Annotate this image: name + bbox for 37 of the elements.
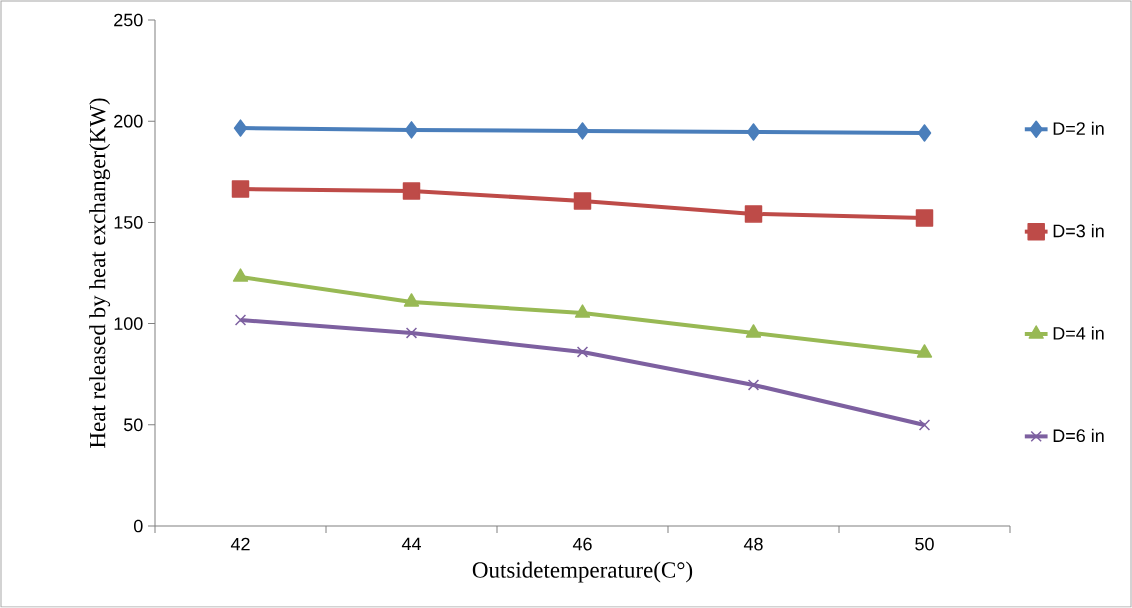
y-tick-label: 150 (114, 216, 143, 229)
x-tick-label: 42 (230, 537, 250, 551)
point (915, 209, 934, 227)
legend-label: D=2 in (1053, 121, 1104, 135)
point (232, 268, 249, 282)
point (573, 192, 592, 210)
point (746, 123, 761, 141)
y-tick-label: 250 (114, 13, 143, 27)
x-tick-label: 44 (401, 537, 421, 551)
y-tick-label: 0 (133, 519, 143, 533)
point (233, 119, 248, 137)
point (403, 293, 420, 307)
point (404, 121, 419, 139)
point (231, 180, 250, 198)
y-axis-title: Heat released by heat exchanger(KW) (89, 98, 111, 448)
y-tick-label: 100 (114, 317, 143, 330)
legend-label: D=6 in (1053, 428, 1104, 443)
point (916, 344, 933, 358)
point (918, 419, 931, 431)
y-tick-label: 200 (114, 114, 143, 128)
point (575, 122, 590, 140)
point (745, 324, 762, 338)
x-tick-label: 46 (572, 537, 592, 551)
point (234, 314, 247, 326)
legend-label: D=3 in (1053, 224, 1104, 238)
x-tick-label: 48 (743, 537, 763, 551)
point (747, 379, 760, 391)
point (574, 304, 591, 318)
point (576, 346, 589, 358)
point (405, 327, 418, 339)
x-axis-title: Outsidetemperature(C°) (472, 561, 693, 583)
point (917, 124, 932, 142)
legend-label: D=4 in (1053, 326, 1104, 340)
point (402, 182, 421, 200)
point (744, 205, 763, 223)
x-tick-label: 50 (915, 537, 934, 551)
y-tick-label: 50 (123, 418, 143, 432)
